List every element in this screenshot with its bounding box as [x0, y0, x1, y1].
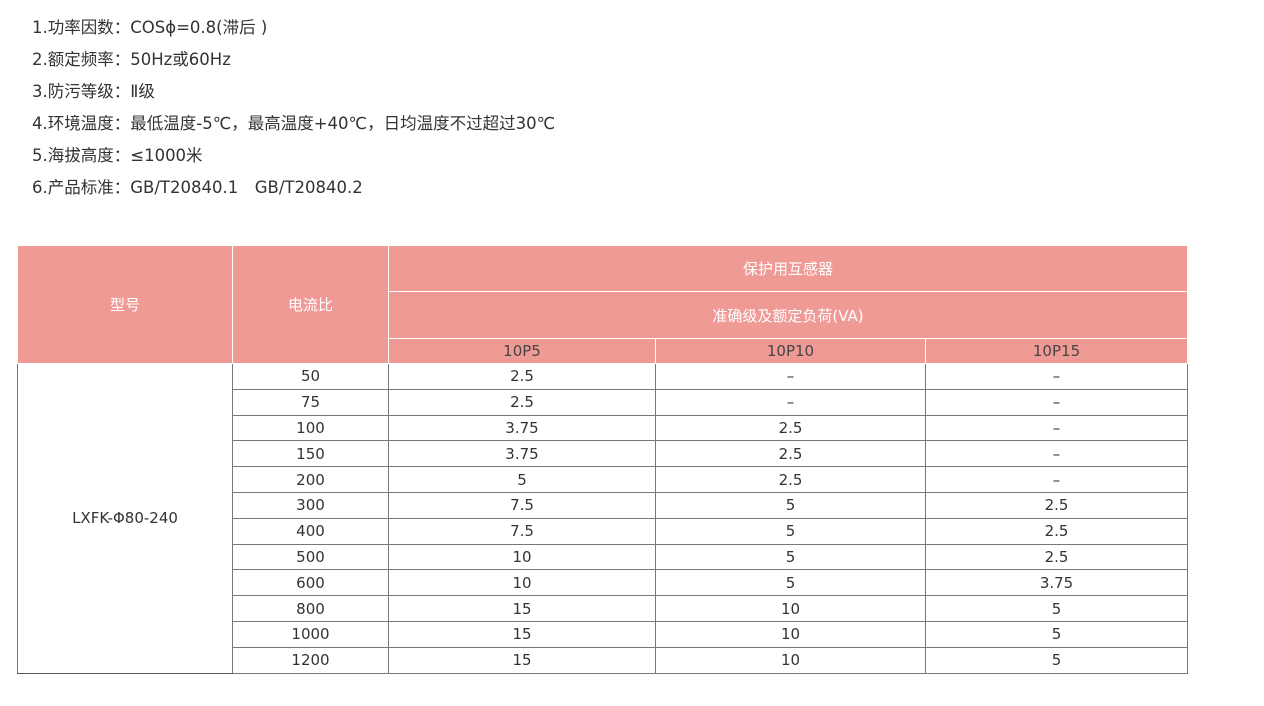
table-row: 1000 15 10 5 — [18, 620, 1189, 648]
ratio-cell: 75 — [232, 388, 389, 416]
header-model: 型号 — [17, 245, 233, 364]
spec-item: 6.产品标准：GB/T20840.1 GB/T20840.2 — [32, 178, 363, 197]
spec-item: 3.防污等级：Ⅱ级 — [32, 82, 155, 101]
model-cell: LXFK-Φ80-240 — [17, 363, 233, 674]
burden-cell: 2.5 — [924, 517, 1189, 545]
table-row: 600 10 5 3.75 — [18, 569, 1189, 597]
header-group: 保护用互感器 — [387, 245, 1189, 292]
burden-cell: 2.5 — [388, 388, 656, 416]
ratio-cell: 50 — [232, 363, 389, 390]
burden-cell: – — [924, 388, 1189, 416]
burden-cell: 7.5 — [388, 517, 656, 545]
spec-list: 1.功率因数：COSϕ=0.8(滞后 ) 2.额定频率：50Hz或60Hz 3.… — [32, 14, 555, 206]
ratio-cell: 1000 — [232, 620, 389, 648]
burden-cell: 3.75 — [388, 440, 656, 468]
table-row: 500 10 5 2.5 — [18, 543, 1189, 571]
burden-cell: 2.5 — [655, 466, 926, 493]
burden-cell: 2.5 — [388, 363, 656, 390]
burden-cell: 5 — [388, 466, 656, 493]
burden-cell: 10 — [388, 543, 656, 571]
burden-cell: 7.5 — [388, 491, 656, 519]
burden-cell: 5 — [924, 620, 1189, 648]
ratio-cell: 800 — [232, 595, 389, 622]
ratio-cell: 150 — [232, 440, 389, 468]
spec-item: 2.额定频率：50Hz或60Hz — [32, 50, 231, 69]
burden-cell: 5 — [924, 595, 1189, 622]
burden-cell: 15 — [388, 646, 656, 674]
ratio-cell: 600 — [232, 569, 389, 597]
burden-cell: 3.75 — [924, 569, 1189, 597]
header-class: 10P10 — [655, 338, 926, 364]
burden-cell: – — [655, 388, 926, 416]
spec-item: 4.环境温度：最低温度-5℃，最高温度+40℃，日均温度不过超过30℃ — [32, 114, 556, 133]
header-subgroup: 准确级及额定负荷(VA) — [387, 291, 1189, 339]
burden-cell: 10 — [655, 646, 926, 674]
burden-cell: 5 — [655, 543, 926, 571]
ratio-cell: 500 — [232, 543, 389, 571]
burden-cell: 2.5 — [924, 543, 1189, 571]
burden-cell: 2.5 — [655, 414, 926, 442]
spec-item: 1.功率因数：COSϕ=0.8(滞后 ) — [32, 18, 268, 37]
table-row: 1200 15 10 5 — [18, 646, 1189, 674]
spec-item: 5.海拔高度：≤1000米 — [32, 146, 203, 165]
header-class: 10P15 — [924, 338, 1189, 364]
burden-cell: 5 — [655, 517, 926, 545]
burden-cell: 5 — [655, 491, 926, 519]
burden-cell: 10 — [388, 569, 656, 597]
burden-cell: 5 — [924, 646, 1189, 674]
burden-cell: – — [924, 440, 1189, 468]
burden-cell: – — [924, 414, 1189, 442]
header-class: 10P5 — [388, 338, 656, 364]
ratio-cell: 200 — [232, 466, 389, 493]
burden-cell: 3.75 — [388, 414, 656, 442]
burden-cell: 10 — [655, 620, 926, 648]
burden-cell: 15 — [388, 620, 656, 648]
ratio-cell: 1200 — [232, 646, 389, 674]
burden-cell: – — [924, 363, 1189, 390]
burden-cell: – — [655, 363, 926, 390]
burden-cell: 2.5 — [924, 491, 1189, 519]
spec-table: 型号 电流比 保护用互感器 准确级及额定负荷(VA) 10P5 10P10 10… — [17, 245, 1189, 674]
ratio-cell: 400 — [232, 517, 389, 545]
header-ratio: 电流比 — [232, 245, 389, 364]
ratio-cell: 100 — [232, 414, 389, 442]
burden-cell: 15 — [388, 595, 656, 622]
burden-cell: 5 — [655, 569, 926, 597]
ratio-cell: 300 — [232, 491, 389, 519]
burden-cell: 2.5 — [655, 440, 926, 468]
table-row: LXFK-Φ80-240 50 2.5– – — [17, 363, 1189, 674]
table-row: 100 3.75 2.5– — [18, 414, 1189, 442]
burden-cell: – — [924, 466, 1189, 493]
burden-cell: 10 — [655, 595, 926, 622]
